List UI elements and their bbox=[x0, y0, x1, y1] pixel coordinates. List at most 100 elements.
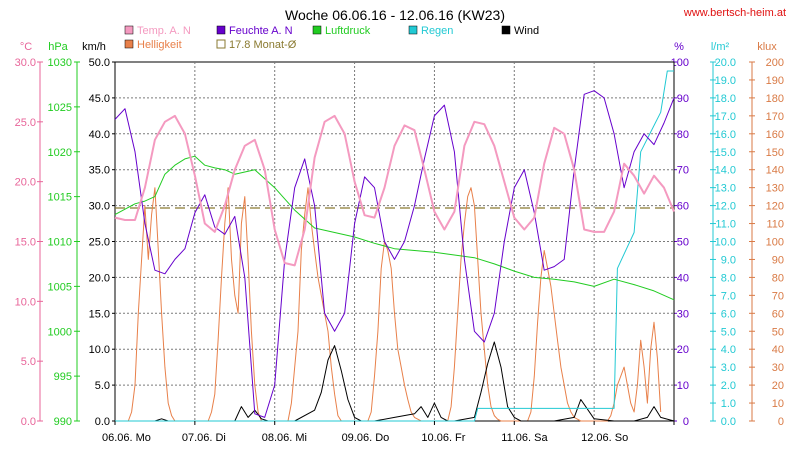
x-tick-label: 12.06. So bbox=[581, 432, 628, 444]
x-tick-label: 06.06. Mo bbox=[102, 432, 151, 444]
axis-tick-label-hum: 30 bbox=[677, 308, 689, 320]
axis-tick-label-wind: 10.0 bbox=[89, 344, 110, 356]
axis-tick-label-lux: 0 bbox=[778, 416, 784, 428]
series-line-temp-a-n bbox=[114, 114, 675, 267]
axis-tick-label-hum: 50 bbox=[677, 237, 689, 249]
legend-label-wind: Wind bbox=[514, 25, 539, 37]
axis-tick-label-rain: 12.0 bbox=[715, 201, 736, 213]
x-tick-label: 08.06. Mi bbox=[262, 432, 307, 444]
plot-area bbox=[114, 61, 675, 422]
axis-tick-label-press: 995 bbox=[54, 371, 72, 383]
axis-tick-label-rain: 15.0 bbox=[715, 147, 736, 159]
axis-tick-label-hum: 100 bbox=[671, 57, 689, 69]
axis-tick-label-wind: 40.0 bbox=[89, 129, 110, 141]
axis-tick-label-lux: 170 bbox=[766, 111, 784, 123]
legend-swatch-regen bbox=[408, 25, 418, 35]
chart-title: Woche 06.06.16 - 12.06.16 (KW23) bbox=[285, 7, 505, 23]
legend-swatch-luftdruck bbox=[312, 25, 322, 35]
legend-label-helligkeit: Helligkeit bbox=[137, 39, 182, 51]
x-tick-label: 11.06. Sa bbox=[501, 432, 548, 444]
axis-tick-label-wind: 50.0 bbox=[89, 57, 110, 69]
axis-tick-label-rain: 16.0 bbox=[715, 129, 736, 141]
axis-tick-label-lux: 80 bbox=[772, 272, 784, 284]
legend-label-temp-a-n: Temp. A. N bbox=[137, 25, 191, 37]
axis-tick-label-lux: 70 bbox=[772, 290, 784, 302]
legend-label-luftdruck: Luftdruck bbox=[325, 25, 371, 37]
axis-tick-label-hum: 0 bbox=[683, 416, 689, 428]
axis-tick-label-temp: 0.0 bbox=[21, 416, 36, 428]
axis-tick-label-rain: 5.0 bbox=[721, 326, 736, 338]
axis-tick-label-rain: 18.0 bbox=[715, 93, 736, 105]
axis-tick-label-hum: 80 bbox=[677, 129, 689, 141]
legend-swatch-17-8-monat bbox=[216, 39, 226, 49]
axis-tick-label-lux: 120 bbox=[766, 201, 784, 213]
axis-tick-label-lux: 40 bbox=[772, 344, 784, 356]
x-tick-label: 09.06. Do bbox=[342, 432, 390, 444]
left-axes: °C 0.0 5.0 10.0 15.0 20.0 25.0 30.0 hPa 990 995 100… bbox=[15, 41, 118, 428]
axis-tick-label-wind: 30.0 bbox=[89, 201, 110, 213]
axis-tick-label-hum: 20 bbox=[677, 344, 689, 356]
axis-tick-label-lux: 150 bbox=[766, 147, 784, 159]
axis-tick-label-wind: 25.0 bbox=[89, 237, 110, 249]
axis-tick-label-lux: 30 bbox=[772, 362, 784, 374]
series-line-wind bbox=[115, 341, 675, 422]
axis-unit-lux: klux bbox=[757, 41, 777, 53]
axis-tick-label-rain: 7.0 bbox=[721, 290, 736, 302]
axis-tick-label-wind: 0.0 bbox=[95, 416, 110, 428]
axis-tick-label-hum: 10 bbox=[677, 380, 689, 392]
axis-tick-label-rain: 13.0 bbox=[715, 183, 736, 195]
right-axes: %0102030405060708090100l/m²0.01.02.03.04… bbox=[671, 41, 784, 428]
legend-label-17-8-monat: 17.8 Monat-Ø bbox=[229, 39, 297, 51]
axis-tick-label-lux: 20 bbox=[772, 380, 784, 392]
axis-tick-label-hum: 40 bbox=[677, 272, 689, 284]
axis-tick-label-temp: 25.0 bbox=[15, 117, 36, 129]
axis-tick-label-lux: 160 bbox=[766, 129, 784, 141]
plot-frame bbox=[114, 61, 675, 422]
axis-tick-label-rain: 1.0 bbox=[721, 398, 736, 410]
axis-tick-label-temp: 30.0 bbox=[15, 57, 36, 69]
x-tick-label: 07.06. Di bbox=[182, 432, 226, 444]
axis-tick-label-temp: 5.0 bbox=[21, 356, 36, 368]
axis-tick-label-rain: 4.0 bbox=[721, 344, 736, 356]
legend-swatch-feuchte-a-n bbox=[216, 25, 226, 35]
axis-tick-label-rain: 3.0 bbox=[721, 362, 736, 374]
axis-tick-label-rain: 11.0 bbox=[715, 219, 736, 231]
axis-tick-label-press: 1005 bbox=[48, 281, 72, 293]
axis-tick-label-rain: 10.0 bbox=[715, 237, 736, 249]
x-tick-label: 10.06. Fr bbox=[421, 432, 465, 444]
axis-tick-label-lux: 50 bbox=[772, 326, 784, 338]
axis-tick-label-press: 1025 bbox=[48, 102, 72, 114]
axis-tick-label-press: 1015 bbox=[48, 192, 72, 204]
axis-tick-label-lux: 180 bbox=[766, 93, 784, 105]
axis-tick-label-lux: 190 bbox=[766, 75, 784, 87]
legend-swatch-helligkeit bbox=[124, 39, 134, 49]
axis-tick-label-rain: 6.0 bbox=[721, 308, 736, 320]
axis-tick-label-lux: 130 bbox=[766, 183, 784, 195]
axis-tick-label-rain: 19.0 bbox=[715, 75, 736, 87]
axis-tick-label-lux: 60 bbox=[772, 308, 784, 320]
axis-tick-label-lux: 200 bbox=[766, 57, 784, 69]
axis-tick-label-rain: 2.0 bbox=[721, 380, 736, 392]
axis-tick-label-rain: 8.0 bbox=[721, 272, 736, 284]
axis-tick-label-wind: 20.0 bbox=[89, 272, 110, 284]
axis-unit-temp: °C bbox=[20, 41, 32, 53]
axis-tick-label-press: 1000 bbox=[48, 326, 72, 338]
legend-swatch-wind bbox=[501, 25, 511, 35]
axis-tick-label-hum: 90 bbox=[677, 93, 689, 105]
series-line-helligkeit bbox=[115, 187, 662, 422]
axis-tick-label-temp: 20.0 bbox=[15, 177, 36, 189]
axis-unit-wind: km/h bbox=[82, 41, 106, 53]
axis-tick-label-rain: 20.0 bbox=[715, 57, 736, 69]
series-line-luftdruck bbox=[114, 155, 675, 301]
axis-tick-label-press: 990 bbox=[54, 416, 72, 428]
axis-tick-label-temp: 15.0 bbox=[15, 237, 36, 249]
series-line-feuchte-a-n bbox=[114, 90, 675, 418]
axis-tick-label-press: 1020 bbox=[48, 147, 72, 159]
series-line-regen bbox=[115, 70, 674, 422]
axis-tick-label-rain: 9.0 bbox=[721, 254, 736, 266]
axis-tick-label-lux: 140 bbox=[766, 165, 784, 177]
axis-unit-rain: l/m² bbox=[711, 41, 730, 53]
legend-label-regen: Regen bbox=[421, 25, 453, 37]
